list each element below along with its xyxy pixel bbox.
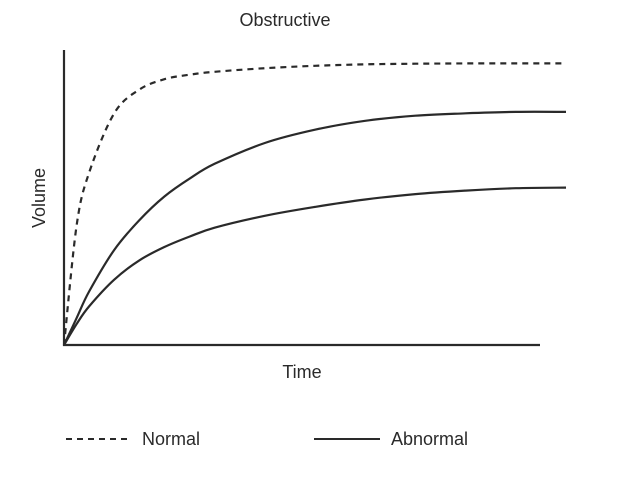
legend: Normal Abnormal	[66, 429, 468, 449]
chart-title: Obstructive	[239, 10, 330, 30]
y-axis-label: Volume	[29, 168, 49, 228]
series-line-abnormal-upper	[63, 110, 567, 346]
series-line-normal	[62, 62, 566, 346]
legend-label-abnormal: Abnormal	[391, 429, 468, 449]
legend-label-normal: Normal	[142, 429, 200, 449]
series-line-abnormal-lower	[63, 186, 567, 346]
series-layer	[62, 62, 567, 346]
x-axis-label: Time	[282, 362, 321, 382]
